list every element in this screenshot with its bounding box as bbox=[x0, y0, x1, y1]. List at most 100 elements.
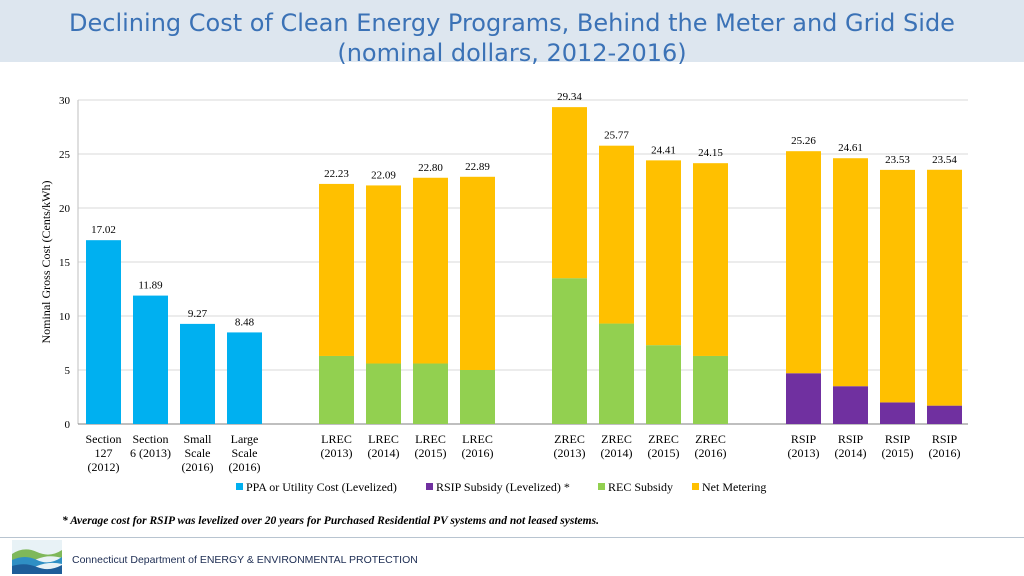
x-tick-label: (2013) bbox=[554, 446, 586, 460]
slide-title: Declining Cost of Clean Energy Programs,… bbox=[0, 8, 1024, 68]
data-label: 25.77 bbox=[604, 130, 629, 142]
bar-segment-rsip bbox=[786, 373, 821, 424]
data-label: 22.89 bbox=[465, 161, 490, 173]
y-tick-label: 0 bbox=[65, 419, 71, 431]
x-tick-label: LREC bbox=[462, 432, 493, 446]
x-tick-label: (2015) bbox=[882, 446, 914, 460]
x-tick-label: 6 (2013) bbox=[130, 446, 171, 460]
bar-segment-net bbox=[927, 169, 962, 406]
bar-segment-net bbox=[833, 158, 868, 387]
data-label: 24.15 bbox=[698, 147, 723, 159]
x-tick-label: Scale bbox=[185, 446, 211, 460]
legend-label-rec: REC Subsidy bbox=[608, 480, 673, 494]
x-tick-label: (2013) bbox=[788, 446, 820, 460]
bar-segment-ppa bbox=[133, 295, 168, 424]
x-tick-label: RSIP bbox=[885, 432, 911, 446]
bar-segment-rec bbox=[599, 323, 634, 424]
bar-segment-net bbox=[786, 151, 821, 374]
bar-segment-ppa bbox=[227, 332, 262, 424]
legend-swatch-net bbox=[692, 483, 699, 490]
bar-segment-ppa bbox=[86, 240, 121, 424]
bar-segment-net bbox=[599, 145, 634, 324]
data-label: 8.48 bbox=[235, 316, 255, 328]
bar-segment-rsip bbox=[833, 386, 868, 424]
data-label: 17.02 bbox=[91, 224, 116, 236]
x-tick-label: Small bbox=[183, 432, 212, 446]
data-label: 24.41 bbox=[651, 144, 676, 156]
bar-segment-net bbox=[646, 160, 681, 346]
x-tick-label: (2014) bbox=[601, 446, 633, 460]
bar-segment-net bbox=[366, 185, 401, 364]
stacked-bar-chart: 0 5 10 15 20 25 30 Nominal Gross Cost (Cents/kW… bbox=[39, 91, 968, 494]
data-label: 22.23 bbox=[324, 168, 349, 180]
legend-swatch-rsip bbox=[426, 483, 433, 490]
data-label: 9.27 bbox=[188, 308, 208, 320]
data-label: 29.34 bbox=[557, 91, 582, 103]
x-tick-label: LREC bbox=[368, 432, 399, 446]
y-tick-label: 30 bbox=[59, 95, 71, 107]
bar-segment-net bbox=[693, 163, 728, 356]
y-tick-label: 20 bbox=[59, 203, 71, 215]
bar-segment-rec bbox=[460, 370, 495, 424]
x-tick-label: (2013) bbox=[321, 446, 353, 460]
data-label: 23.54 bbox=[932, 154, 957, 166]
legend-label-rsip: RSIP Subsidy (Levelized) * bbox=[436, 480, 570, 494]
x-tick-label: LREC bbox=[415, 432, 446, 446]
data-label: 11.89 bbox=[138, 280, 163, 292]
data-label: 23.53 bbox=[885, 154, 910, 166]
x-tick-label: LREC bbox=[321, 432, 352, 446]
bar-segment-net bbox=[413, 177, 448, 364]
x-tick-label: (2015) bbox=[415, 446, 447, 460]
x-tick-label: RSIP bbox=[838, 432, 864, 446]
footnote: * Average cost for RSIP was levelized ov… bbox=[62, 515, 599, 527]
legend-label-net: Net Metering bbox=[702, 480, 766, 494]
x-tick-label: ZREC bbox=[554, 432, 585, 446]
bar-segment-rec bbox=[319, 355, 354, 424]
legend-swatch-rec bbox=[598, 483, 605, 490]
data-label: 22.09 bbox=[371, 169, 396, 181]
bar-segment-rec bbox=[646, 345, 681, 424]
y-axis-label: Nominal Gross Cost (Cents/kWh) bbox=[39, 181, 53, 344]
data-label: 24.61 bbox=[838, 142, 863, 154]
slide-title-line1: Declining Cost of Clean Energy Programs,… bbox=[69, 9, 955, 37]
footer-divider bbox=[0, 537, 1024, 538]
x-tick-label: (2015) bbox=[648, 446, 680, 460]
bar-segment-net bbox=[319, 183, 354, 356]
bar-segment-ppa bbox=[180, 323, 215, 424]
y-tick-label: 10 bbox=[59, 311, 71, 323]
bar-segment-rsip bbox=[880, 402, 915, 424]
x-tick-label: 127 bbox=[95, 446, 113, 460]
x-tick-label: Large bbox=[231, 432, 259, 446]
x-tick-label: RSIP bbox=[932, 432, 958, 446]
y-tick-label: 15 bbox=[59, 257, 71, 269]
y-tick-label: 5 bbox=[65, 365, 71, 377]
data-label: 22.80 bbox=[418, 162, 443, 174]
x-tick-label: (2016) bbox=[229, 460, 261, 474]
x-tick-label: ZREC bbox=[648, 432, 679, 446]
slide-title-line2: (nominal dollars, 2012-2016) bbox=[337, 39, 687, 67]
bar-segment-rsip bbox=[927, 405, 962, 424]
x-tick-label: (2016) bbox=[695, 446, 727, 460]
x-tick-label: (2016) bbox=[929, 446, 961, 460]
x-tick-label: (2016) bbox=[462, 446, 494, 460]
x-tick-label: (2012) bbox=[88, 460, 120, 474]
x-tick-label: ZREC bbox=[695, 432, 726, 446]
x-tick-label: Scale bbox=[232, 446, 258, 460]
legend-swatch-ppa bbox=[236, 483, 243, 490]
x-tick-label: Section bbox=[86, 432, 122, 446]
data-label: 25.26 bbox=[791, 135, 816, 147]
x-tick-label: (2014) bbox=[835, 446, 867, 460]
y-tick-label: 25 bbox=[59, 149, 71, 161]
deep-logo-icon bbox=[12, 540, 62, 574]
footer-agency-name: Connecticut Department of ENERGY & ENVIR… bbox=[72, 554, 418, 566]
bar-segment-rec bbox=[552, 278, 587, 424]
bar-segment-net bbox=[880, 169, 915, 403]
x-tick-label: (2016) bbox=[182, 460, 214, 474]
x-tick-label: ZREC bbox=[601, 432, 632, 446]
x-tick-label: RSIP bbox=[791, 432, 817, 446]
bar-segment-rec bbox=[693, 355, 728, 424]
bar-segment-rec bbox=[413, 363, 448, 424]
x-tick-label: (2014) bbox=[368, 446, 400, 460]
x-tick-label: Section bbox=[133, 432, 169, 446]
bar-segment-net bbox=[552, 107, 587, 279]
